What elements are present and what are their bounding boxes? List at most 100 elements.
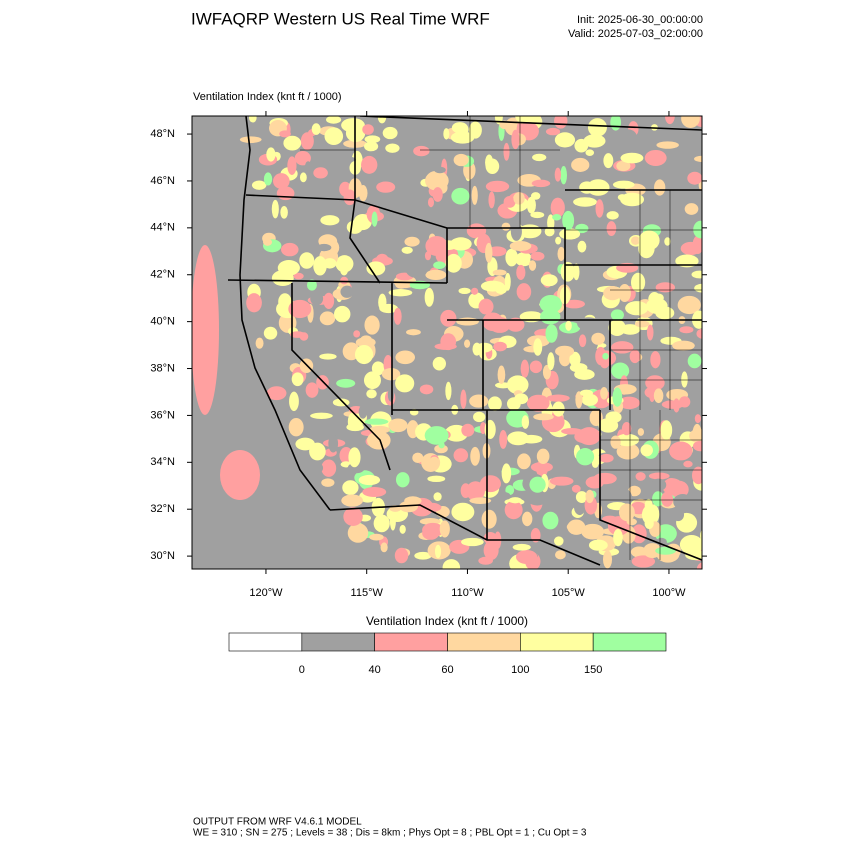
valid-time: Valid: 2025-07-03_02:00:00 (568, 28, 703, 40)
field-cell (340, 276, 349, 285)
field-cell (413, 145, 430, 157)
field-cell (310, 291, 324, 306)
y-tick-label: 42°N (150, 269, 175, 281)
field-cell (343, 189, 356, 206)
state-borders (227, 116, 702, 566)
field-cell (371, 361, 385, 376)
field-cell (506, 375, 529, 395)
field-cell (497, 492, 511, 500)
field-cell (316, 463, 324, 473)
field-cell (550, 197, 565, 218)
field-cell (419, 384, 434, 395)
field-cell (669, 441, 693, 461)
field-cell (506, 317, 525, 332)
field-cell (266, 386, 287, 401)
field-cell (546, 394, 570, 402)
field-cell (635, 472, 646, 481)
colorbar-box (520, 632, 594, 652)
field-cell (311, 123, 321, 135)
ocean-patch (192, 245, 219, 415)
field-cell (644, 149, 667, 166)
field-cell (620, 152, 644, 164)
field-cell (461, 537, 484, 547)
field-cell (653, 388, 664, 404)
field-cell (646, 324, 654, 341)
field-cell (266, 147, 276, 162)
field-cell (433, 492, 442, 502)
field-cell (576, 448, 595, 466)
field-cell (387, 387, 395, 402)
field-cell (598, 453, 614, 463)
field-cell (395, 374, 415, 393)
field-cell (239, 136, 262, 143)
colorbar-label: 150 (584, 664, 602, 676)
field-cell (672, 508, 685, 522)
field-cell (616, 160, 631, 172)
field-cell (540, 274, 558, 287)
field-cell (280, 205, 288, 219)
field-cell (492, 269, 507, 276)
field-cell (503, 196, 516, 208)
field-cell (442, 559, 461, 569)
field-cell (360, 335, 372, 343)
field-cell (499, 430, 508, 449)
field-cell (696, 562, 702, 569)
field-cell (640, 444, 653, 457)
field-cell (488, 396, 502, 412)
field-cell (634, 320, 650, 328)
field-cell (630, 546, 648, 558)
field-cell (480, 280, 505, 292)
field-cell (545, 324, 558, 343)
field-cell (593, 472, 617, 485)
field-cell (611, 362, 630, 379)
field-cell (348, 447, 361, 468)
field-cell (516, 264, 526, 280)
field-cell (326, 116, 342, 124)
field-cell (673, 494, 693, 510)
field-cell (429, 456, 440, 468)
field-cell (514, 252, 533, 267)
field-cell (631, 555, 656, 568)
field-cell (602, 550, 613, 569)
field-cell (571, 157, 590, 172)
field-cell (313, 167, 328, 179)
map-field (192, 116, 702, 569)
field-cell (453, 153, 469, 167)
field-cell (473, 488, 483, 496)
field-cell (655, 282, 676, 293)
field-cell (482, 312, 503, 332)
field-cell (473, 411, 486, 423)
field-cell (289, 391, 299, 412)
field-cell (406, 329, 421, 336)
field-cell (373, 514, 390, 533)
field-cell (645, 375, 665, 391)
field-cell (347, 523, 369, 543)
field-cell (255, 337, 264, 349)
field-cell (591, 332, 605, 345)
field-cell (364, 135, 381, 144)
field-cell (648, 472, 670, 480)
field-cell (424, 287, 434, 307)
colorbar-label: 100 (511, 664, 529, 676)
field-cell (681, 371, 688, 388)
field-cell (382, 126, 398, 140)
field-cell (581, 523, 605, 540)
colorbar-box (374, 632, 448, 652)
field-cell (288, 417, 304, 437)
field-cell (510, 222, 522, 241)
field-cell (460, 389, 467, 409)
field-cell (316, 243, 332, 252)
field-cell (340, 285, 354, 298)
field-cell (501, 463, 512, 484)
field-cell (479, 475, 501, 493)
field-cell (579, 389, 593, 397)
field-cell (343, 507, 363, 527)
field-cell (557, 246, 565, 261)
field-cell (277, 260, 300, 276)
field-cell (569, 362, 588, 373)
field-cell (513, 192, 525, 205)
field-cell (432, 356, 446, 371)
field-cell (606, 211, 619, 220)
field-cell (625, 301, 649, 316)
field-cell (451, 187, 470, 205)
